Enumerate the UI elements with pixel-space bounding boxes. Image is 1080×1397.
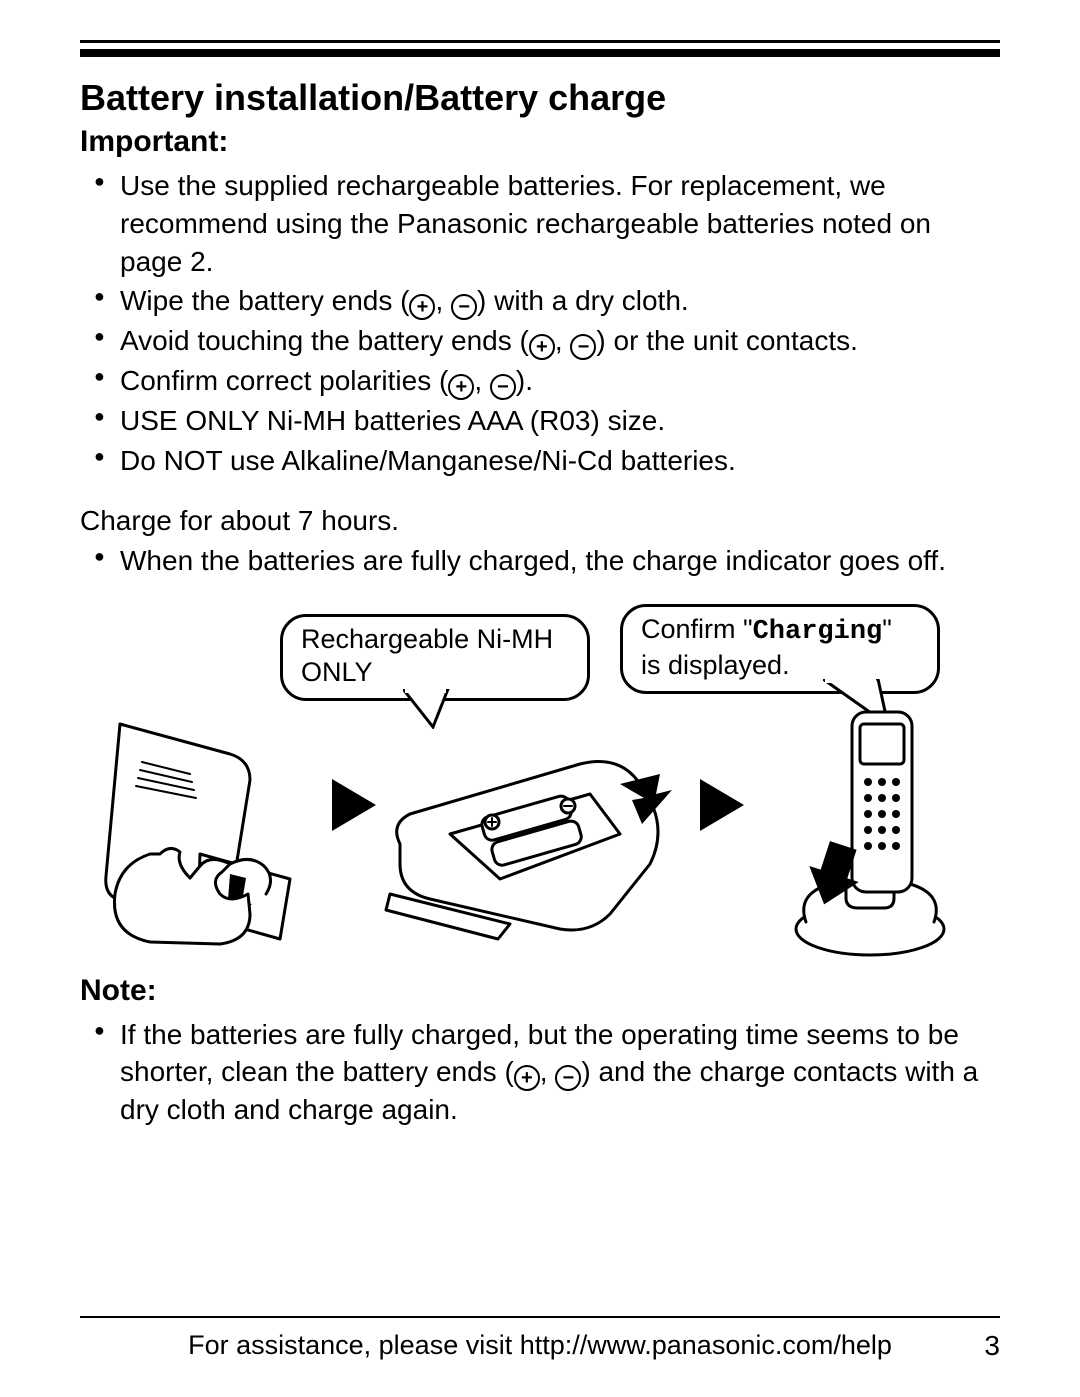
footer-text: For assistance, please visit http://www.…	[188, 1330, 892, 1361]
top-rule-thick	[80, 49, 1000, 57]
bullet-item: USE ONLY Ni-MH batteries AAA (R03) size.	[98, 402, 1000, 440]
important-bullets: Use the supplied rechargeable batteries.…	[80, 167, 1000, 480]
callout-nimh: Rechargeable Ni-MH ONLY	[280, 614, 590, 702]
manual-page: Battery installation/Battery charge Impo…	[0, 0, 1080, 1397]
callout-text-mono: Charging	[753, 617, 883, 647]
plus-icon: +	[514, 1065, 540, 1091]
bullet-item: Confirm correct polarities (+, −).	[98, 362, 1000, 400]
plus-icon: +	[409, 294, 435, 320]
minus-icon: −	[490, 374, 516, 400]
minus-icon: −	[570, 334, 596, 360]
arrow-right-icon	[700, 779, 744, 831]
bullet-item: When the batteries are fully charged, th…	[98, 542, 1000, 580]
callout-tail	[403, 689, 463, 729]
installation-diagram: Rechargeable Ni-MH ONLY Confirm "Chargin…	[80, 604, 1000, 964]
bullet-item: Use the supplied rechargeable batteries.…	[98, 167, 1000, 280]
callout-text: "	[882, 614, 892, 644]
note-label: Note:	[80, 974, 1000, 1008]
page-footer: For assistance, please visit http://www.…	[80, 1316, 1000, 1361]
note-bullets: If the batteries are fully charged, but …	[80, 1016, 1000, 1130]
illus-charger	[760, 684, 980, 964]
callout-text: is displayed.	[641, 650, 790, 680]
arrow-right-icon	[332, 779, 376, 831]
illus-remove-cover	[80, 704, 310, 954]
callout-text: Rechargeable Ni-MH	[301, 624, 553, 654]
bullet-item: Do NOT use Alkaline/Manganese/Ni-Cd batt…	[98, 442, 1000, 480]
charge-bullets: When the batteries are fully charged, th…	[80, 542, 1000, 580]
minus-icon: −	[451, 294, 477, 320]
top-rule-thin	[80, 40, 1000, 43]
plus-icon: +	[529, 334, 555, 360]
callout-text: ONLY	[301, 657, 373, 687]
plus-icon: +	[448, 374, 474, 400]
page-heading: Battery installation/Battery charge	[80, 77, 1000, 119]
important-label: Important:	[80, 125, 1000, 159]
callout-text: Confirm "	[641, 614, 753, 644]
illus-insert-batteries	[380, 724, 680, 944]
bullet-item: Avoid touching the battery ends (+, −) o…	[98, 322, 1000, 360]
callout-charging: Confirm "Charging" is displayed.	[620, 604, 940, 695]
minus-icon: −	[555, 1065, 581, 1091]
bullet-item: If the batteries are fully charged, but …	[98, 1016, 1000, 1130]
charge-line: Charge for about 7 hours.	[80, 502, 1000, 540]
bullet-item: Wipe the battery ends (+, −) with a dry …	[98, 282, 1000, 320]
page-number: 3	[984, 1330, 1000, 1362]
footer-rule	[80, 1316, 1000, 1318]
